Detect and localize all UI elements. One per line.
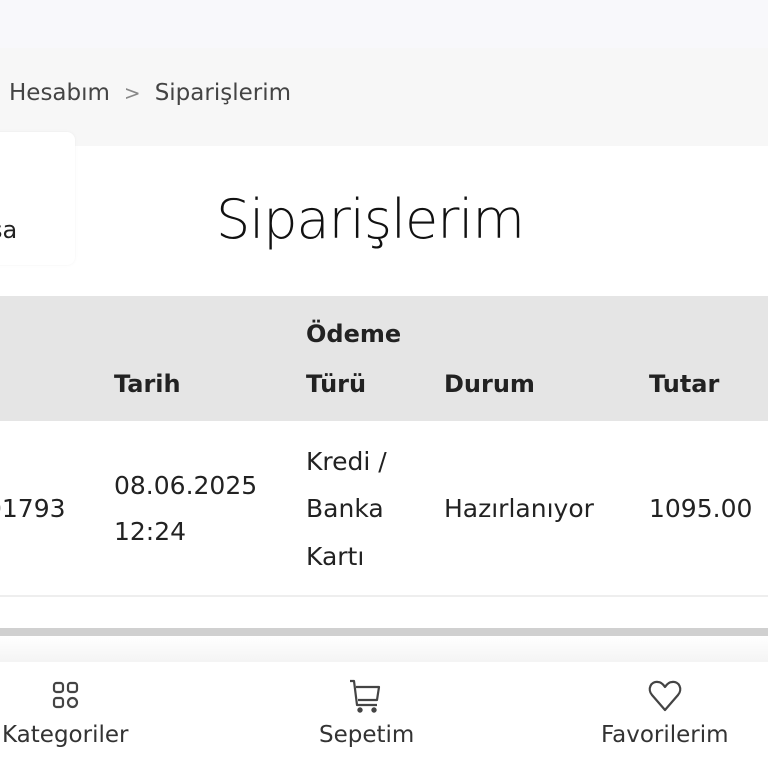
breadcrumb-siparislerim[interactable]: Siparişlerim [154, 80, 291, 106]
header-date: Tarih [114, 370, 181, 398]
breadcrumb-hesabim[interactable]: Hesabım [9, 80, 110, 106]
breadcrumb: Hesabım > Siparişlerim [9, 80, 291, 106]
breadcrumb-bar [0, 48, 768, 146]
breadcrumb-separator: > [123, 81, 141, 105]
header-payment-line1: Ödeme [306, 320, 402, 348]
payment-line1: Kredi / [306, 447, 387, 476]
sidebar-item-partial[interactable]: sa [0, 216, 18, 244]
order-total: 1095.00 [649, 494, 753, 523]
nav-kategoriler[interactable]: Kategoriler [2, 676, 128, 748]
order-date: 08.06.2025 [114, 471, 258, 500]
payment-line3: Kartı [306, 542, 365, 571]
order-time: 12:24 [114, 517, 187, 546]
grid-icon [53, 681, 79, 709]
divider [0, 636, 768, 662]
header-total: Tutar [649, 370, 720, 398]
nav-favorilerim[interactable]: Favorilerim [601, 676, 729, 748]
table-header: Tarih Ödeme Türü Durum Tutar [0, 296, 768, 421]
order-status: Hazırlanıyor [444, 494, 594, 523]
cart-icon [349, 679, 380, 713]
nav-sepetim[interactable]: Sepetim [319, 676, 414, 748]
header-status: Durum [444, 370, 535, 398]
payment-line2: Banka [306, 494, 384, 523]
table-row[interactable]: 01793 08.06.2025 12:24 Kredi / Banka Kar… [0, 421, 768, 597]
order-number[interactable]: 01793 [0, 494, 66, 523]
sidebar-card: sa [0, 132, 75, 265]
heart-icon [648, 680, 682, 712]
header-payment-line2: Türü [306, 370, 367, 398]
page-title: Siparişlerim [216, 188, 525, 251]
top-bar [0, 0, 768, 48]
nav-label: Favorilerim [601, 722, 729, 748]
nav-label: Kategoriler [2, 722, 129, 748]
bottom-nav: Kategoriler Sepetim Favorilerim [0, 662, 768, 768]
nav-label: Sepetim [319, 722, 415, 748]
scrollbar-track[interactable] [0, 628, 768, 636]
